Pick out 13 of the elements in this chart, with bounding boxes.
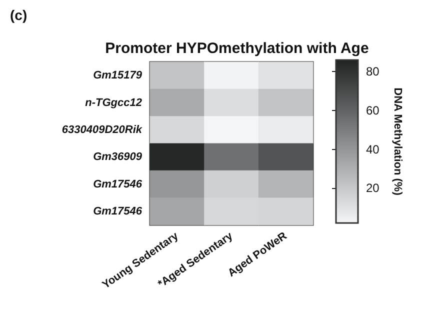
text: (c) (10, 7, 28, 23)
color-bar-label: 20 (366, 181, 380, 196)
color-bar-label: 80 (366, 64, 380, 79)
y-tick-label: Gm17546 (93, 178, 143, 190)
chart-title: Promoter HYPOmethylation with Age (105, 40, 369, 57)
color-bar-title: DNA Methylation (%) (392, 88, 404, 196)
color-bar-label: 40 (366, 142, 380, 156)
y-tick-label: Gm15179 (93, 70, 143, 82)
y-tick-label: Gm17546 (93, 205, 143, 218)
y-tick-label: 6330409D20Rik (62, 124, 143, 136)
color-bar-label: 60 (366, 103, 380, 118)
y-tick-label: Gm36909 (93, 151, 143, 164)
y-tick-label: n-TGgcc12 (85, 96, 142, 109)
